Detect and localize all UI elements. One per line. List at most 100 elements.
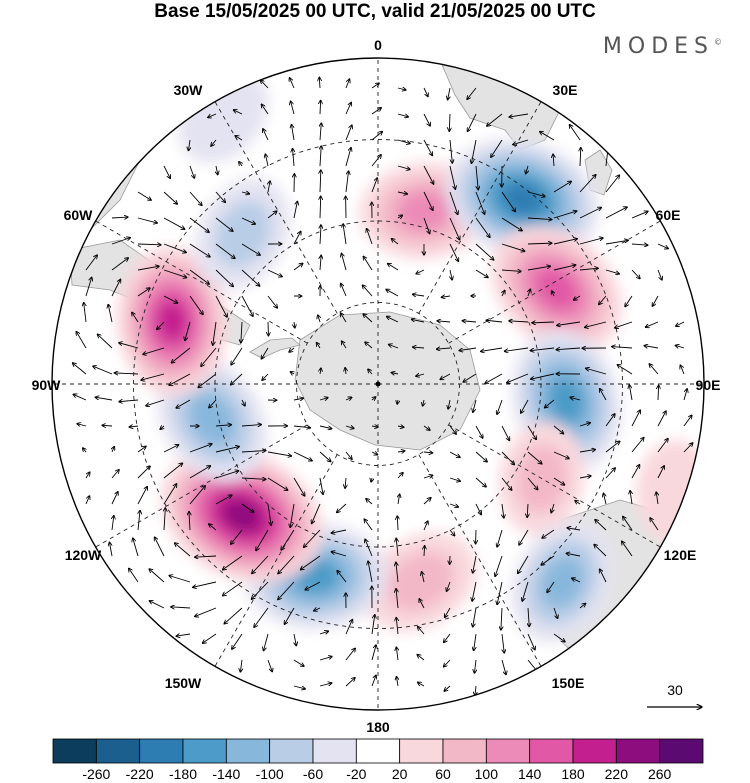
wind-arrow: [448, 87, 450, 100]
wind-arrow: [262, 373, 269, 380]
wind-arrow: [397, 516, 398, 531]
wind-arrow: [449, 139, 452, 163]
wind-arrow: [163, 243, 186, 253]
longitude-label: 90W: [32, 377, 62, 393]
wind-arrow: [437, 321, 451, 322]
wind-arrow: [363, 256, 373, 271]
wind-arrow: [291, 124, 295, 141]
wind-arrow: [366, 228, 373, 245]
wind-arrow: [345, 477, 346, 488]
wind-arrow: [396, 676, 398, 687]
wind-arrow: [553, 181, 571, 193]
wind-arrow: [95, 397, 113, 401]
wind-arrow: [138, 510, 140, 531]
wind-arrow: [675, 345, 685, 348]
wind-arrow: [319, 77, 320, 89]
wind-arrow: [553, 154, 554, 167]
wind-arrow: [278, 555, 295, 574]
wind-arrow: [495, 555, 503, 577]
south-pole-marker: [375, 381, 381, 387]
wind-arrow: [318, 315, 320, 323]
wind-arrow: [215, 471, 239, 479]
wind-arrow: [683, 415, 692, 427]
modes-logo: MODES©: [603, 34, 722, 59]
wind-arrow: [263, 129, 269, 141]
wind-arrow: [605, 207, 627, 219]
wind-arrow: [163, 484, 177, 505]
wind-arrow: [605, 175, 619, 193]
longitude-label: 30W: [174, 82, 204, 98]
wind-arrow: [449, 191, 458, 215]
wind-arrow: [497, 399, 503, 414]
wind-arrow: [169, 373, 191, 385]
wind-arrow: [444, 633, 451, 643]
wind-arrow: [371, 178, 377, 193]
wind-arrow: [397, 139, 410, 144]
anomaly-pos-near-75W: [116, 246, 228, 397]
wind-arrow: [422, 572, 424, 583]
wind-arrow: [398, 494, 400, 505]
wind-arrow: [213, 321, 217, 345]
wind-arrow: [119, 343, 139, 349]
wind-arrow: [371, 426, 378, 427]
wind-arrow: [387, 263, 399, 271]
wind-arrow: [263, 633, 269, 651]
wind-arrow: [261, 347, 269, 359]
wind-arrow: [527, 266, 551, 271]
colorbar-tick-label: 260: [648, 766, 672, 782]
wind-arrow: [312, 503, 321, 524]
wind-arrow: [497, 529, 503, 547]
wind-arrow: [209, 399, 217, 408]
wind-arrow: [85, 277, 92, 297]
wind-arrow: [507, 373, 529, 383]
wind-arrow: [553, 451, 569, 459]
wind-arrow: [556, 348, 581, 350]
wind-arrow: [396, 562, 398, 583]
wind-arrow: [419, 599, 425, 609]
wind-arrow: [84, 302, 87, 323]
wind-arrow: [368, 369, 373, 375]
wind-arrow: [319, 477, 323, 495]
wind-arrow: [396, 538, 398, 557]
wind-arrow: [137, 446, 146, 453]
wind-arrow: [467, 113, 477, 132]
wind-arrow: [189, 217, 209, 232]
wind-arrow: [599, 295, 607, 305]
anomaly-level: [534, 267, 579, 311]
wind-arrow: [557, 321, 581, 325]
wind-arrow: [397, 192, 408, 194]
wind-arrow: [189, 269, 209, 284]
wind-arrow: [502, 503, 504, 518]
wind-arrow: [345, 79, 350, 89]
wind-arrow: [137, 217, 157, 223]
wind-arrow: [397, 165, 410, 169]
wind-arrow: [547, 581, 555, 593]
wind-arrow: [683, 389, 687, 401]
wind-arrow: [502, 290, 505, 297]
wind-arrow: [371, 645, 376, 661]
longitude-labels: 0 30E 60E 90E 120E 150E 180 150W 120W 90W 60W 30W: [32, 37, 721, 735]
wind-arrow: [267, 451, 292, 456]
wind-arrow: [649, 364, 659, 375]
wind-arrow: [235, 136, 243, 141]
wind-arrow: [224, 607, 243, 624]
wind-arrow: [337, 570, 347, 583]
longitude-label: 180: [366, 719, 390, 735]
anomaly-field: [116, 68, 704, 643]
colorbar-swatch: [615, 738, 661, 764]
wind-arrow: [256, 529, 269, 551]
anomaly-neg-near-45W: [195, 177, 291, 290]
wind-arrow: [189, 511, 190, 531]
wind-arrow: [424, 546, 425, 557]
wind-arrow: [580, 147, 581, 167]
wind-arrow: [241, 425, 261, 426]
wind-arrow: [93, 366, 113, 375]
wind-arrow: [656, 492, 658, 505]
wind-arrow: [527, 243, 552, 244]
wind-arrow: [289, 347, 295, 352]
wind-arrow: [319, 683, 332, 687]
wind-arrow: [109, 542, 113, 557]
wind-arrow: [216, 165, 218, 175]
wind-arrow: [579, 175, 596, 193]
wind-arrow: [320, 146, 321, 167]
